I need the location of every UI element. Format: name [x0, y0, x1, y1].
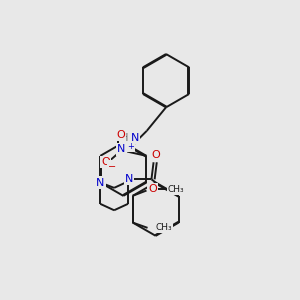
Text: CH₃: CH₃ [155, 224, 172, 232]
Text: +: + [127, 142, 134, 151]
Text: N: N [96, 178, 104, 188]
Text: −: − [108, 161, 116, 172]
Text: O: O [148, 184, 157, 194]
Text: N: N [125, 174, 133, 184]
Text: O: O [151, 150, 160, 160]
Text: O: O [101, 157, 110, 167]
Text: CH₃: CH₃ [168, 185, 184, 194]
Text: H: H [121, 133, 128, 143]
Text: O: O [116, 130, 125, 140]
Text: N: N [131, 133, 139, 143]
Text: N: N [117, 145, 125, 154]
